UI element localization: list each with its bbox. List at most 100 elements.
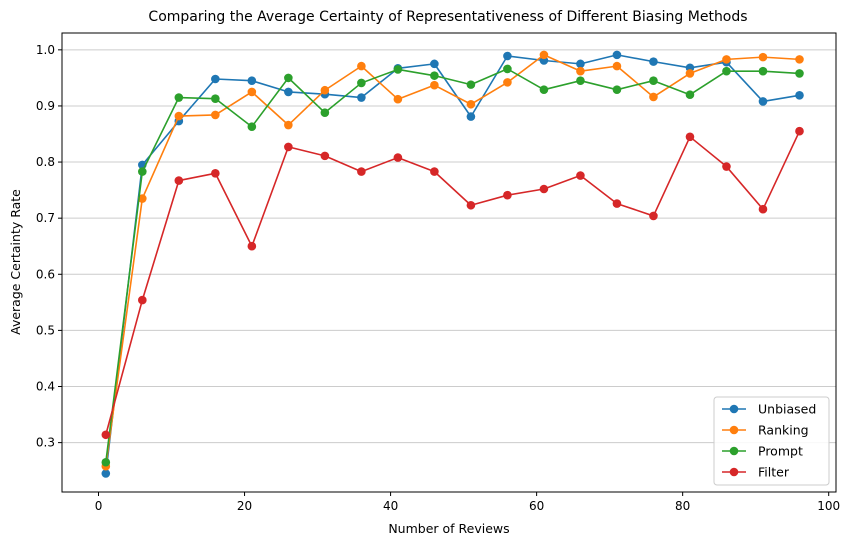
data-point-ranking: [174, 111, 184, 121]
data-point-filter: [795, 126, 804, 136]
data-point-unbiased: [357, 93, 366, 102]
x-tick-label: 40: [383, 499, 398, 513]
data-point-ranking: [357, 61, 366, 71]
data-point-unbiased: [612, 50, 622, 60]
data-point-ranking: [138, 194, 147, 203]
legend-item-prompt: Prompt: [722, 444, 803, 459]
legend-item-unbiased: Unbiased: [722, 402, 816, 417]
x-tick-label: 20: [237, 499, 252, 513]
data-point-ranking: [612, 61, 622, 71]
data-point-ranking: [649, 92, 658, 102]
data-point-filter: [503, 190, 512, 200]
data-point-filter: [284, 142, 293, 152]
data-point-prompt: [466, 80, 476, 89]
data-point-prompt: [430, 71, 439, 80]
y-tick-label: 0.6: [36, 267, 55, 281]
data-point-prompt: [685, 90, 695, 100]
plot-frame: [61, 32, 837, 493]
y-tick-label: 0.4: [36, 380, 55, 394]
data-point-ranking: [758, 52, 768, 62]
series-line-filter: [105, 130, 801, 435]
data-point-prompt: [503, 64, 512, 74]
data-point-filter: [466, 200, 476, 210]
data-point-prompt: [247, 122, 257, 132]
data-point-filter: [539, 184, 549, 194]
data-point-ranking: [576, 66, 585, 76]
y-tick-label: 0.5: [36, 323, 55, 337]
data-point-filter: [174, 176, 184, 185]
legend-marker: [729, 425, 739, 435]
data-point-filter: [101, 430, 111, 440]
x-tick-label: 0: [95, 499, 103, 513]
legend-item-filter: Filter: [722, 465, 790, 480]
data-point-prompt: [101, 457, 111, 467]
data-point-prompt: [722, 66, 731, 76]
data-point-unbiased: [284, 87, 293, 97]
data-point-prompt: [758, 66, 768, 76]
y-tick-label: 0.9: [36, 99, 55, 113]
data-point-prompt: [539, 85, 549, 94]
data-point-prompt: [795, 69, 804, 78]
series-layer: [101, 50, 804, 478]
data-point-ranking: [430, 80, 439, 90]
legend-item-ranking: Ranking: [722, 423, 809, 438]
data-point-filter: [649, 211, 658, 221]
data-point-prompt: [138, 167, 147, 176]
grid-lines: [62, 49, 836, 444]
series-line-unbiased: [105, 54, 800, 474]
data-point-filter: [393, 153, 403, 162]
data-point-filter: [320, 151, 330, 161]
chart-title: Comparing the Average Certainty of Repre…: [148, 9, 747, 25]
x-tick-label: 60: [529, 499, 544, 513]
legend-label: Ranking: [758, 423, 809, 438]
data-point-ranking: [722, 55, 731, 64]
data-point-filter: [685, 132, 695, 142]
x-axis-label: Number of Reviews: [388, 521, 509, 536]
data-point-prompt: [284, 73, 293, 83]
data-point-filter: [247, 241, 257, 251]
data-point-filter: [357, 167, 366, 176]
y-tick-label: 1.0: [36, 43, 55, 57]
data-point-filter: [758, 204, 768, 214]
y-tick-label: 0.7: [36, 211, 55, 225]
y-axis: 0.3 0.4 0.5 0.6 0.7 0.8 0.9 1.0: [36, 43, 62, 450]
data-point-ranking: [247, 87, 257, 97]
series-ranking: [101, 50, 804, 471]
data-point-filter: [138, 295, 147, 305]
series-filter: [101, 126, 804, 440]
legend-label: Filter: [758, 465, 790, 480]
data-point-prompt: [649, 76, 658, 85]
data-point-prompt: [393, 65, 403, 74]
x-axis: 0 20 40 60 80 100: [95, 492, 840, 513]
series-line-prompt: [105, 68, 800, 463]
data-point-prompt: [211, 94, 220, 103]
data-point-unbiased: [247, 76, 257, 85]
legend: Unbiased Ranking Prompt Filter: [713, 396, 830, 486]
x-tick-label: 100: [817, 499, 840, 513]
data-point-unbiased: [101, 469, 111, 478]
x-tick-label: 80: [675, 499, 690, 513]
series-line-ranking: [105, 54, 800, 467]
data-point-ranking: [503, 78, 512, 87]
legend-marker: [729, 446, 739, 456]
data-point-prompt: [174, 93, 184, 102]
series-prompt: [101, 64, 804, 467]
data-point-prompt: [576, 76, 585, 85]
data-point-unbiased: [211, 74, 220, 84]
data-point-filter: [722, 162, 731, 171]
data-point-unbiased: [576, 59, 585, 69]
y-tick-label: 0.3: [36, 436, 55, 450]
data-point-ranking: [795, 55, 804, 64]
data-point-ranking: [466, 99, 476, 109]
data-point-ranking: [685, 69, 695, 78]
legend-marker: [729, 404, 739, 414]
data-point-prompt: [320, 108, 330, 117]
legend-box: [713, 396, 830, 486]
data-point-ranking: [320, 85, 330, 95]
data-point-ranking: [284, 120, 293, 130]
legend-marker: [729, 467, 739, 477]
data-point-unbiased: [430, 59, 439, 69]
legend-label: Prompt: [758, 444, 803, 459]
data-point-unbiased: [466, 112, 476, 121]
